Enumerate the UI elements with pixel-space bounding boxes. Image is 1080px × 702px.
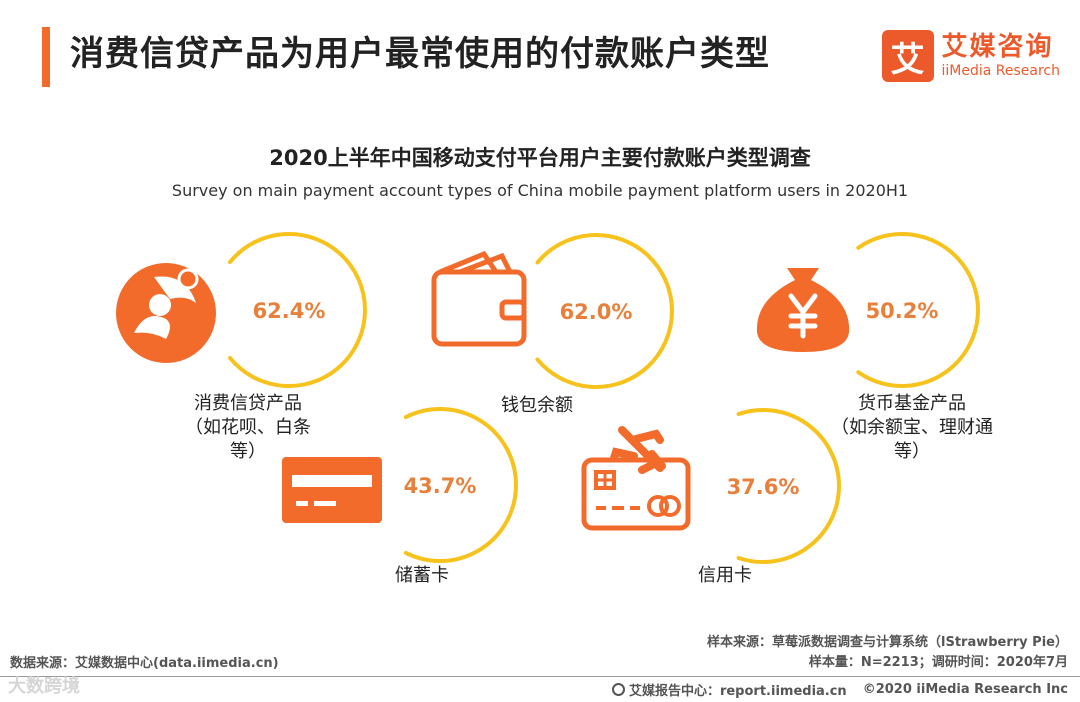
globe-icon bbox=[611, 683, 625, 696]
footer-divider bbox=[0, 676, 1080, 677]
wallet-icon bbox=[431, 250, 527, 347]
debit-card-icon bbox=[282, 457, 382, 523]
category-label-money-fund: 货币基金产品 （如余额宝、理财通 等） bbox=[831, 393, 993, 462]
chart-item-1: 62.0% bbox=[431, 233, 674, 389]
value-label: 37.6% bbox=[727, 475, 800, 499]
logo-en-text: iiMedia Research bbox=[941, 63, 1061, 79]
watermark: 大数跨境 bbox=[8, 676, 80, 697]
value-label: 50.2% bbox=[866, 299, 939, 323]
chart-item-4: 37.6% bbox=[581, 408, 841, 564]
footer-bottom: 艾媒报告中心：report.iimedia.cn ©2020 iiMedia R… bbox=[611, 680, 1068, 699]
money-bag-icon bbox=[756, 268, 850, 352]
page-title: 消费信贷产品为用户最常使用的付款账户类型 bbox=[70, 34, 770, 74]
data-source: 数据来源：艾媒数据中心(data.iimedia.cn) bbox=[10, 656, 279, 671]
value-ring bbox=[736, 408, 841, 564]
report-center-link[interactable]: 艾媒报告中心：report.iimedia.cn bbox=[628, 684, 847, 699]
sample-size: 样本量：N=2213；调研时间：2020年7月 bbox=[808, 655, 1068, 670]
value-ring bbox=[856, 232, 980, 388]
consumer-credit-icon bbox=[116, 263, 216, 363]
value-label: 43.7% bbox=[404, 474, 477, 498]
category-label-consumer-credit: 消费信贷产品 （如花呗、白条 等） bbox=[185, 393, 311, 462]
sample-info: 样本来源：草莓派数据调查与计算系统（lStrawberry Pie） 样本量：N… bbox=[707, 633, 1068, 673]
value-ring bbox=[535, 233, 674, 389]
value-ring bbox=[403, 407, 518, 563]
value-label: 62.0% bbox=[560, 300, 633, 324]
category-label-credit-card: 信用卡 bbox=[698, 565, 752, 586]
credit-card-icon bbox=[581, 426, 691, 531]
category-label-debit-card: 储蓄卡 bbox=[395, 565, 449, 586]
chart-title: 2020上半年中国移动支付平台用户主要付款账户类型调查 bbox=[269, 146, 811, 170]
value-label: 62.4% bbox=[253, 299, 326, 323]
logo-mark: 艾 bbox=[881, 30, 934, 82]
category-label-wallet: 钱包余额 bbox=[501, 395, 573, 416]
value-ring bbox=[228, 232, 367, 388]
chart-subtitle: Survey on main payment account types of … bbox=[171, 181, 909, 200]
chart-item-0: 62.4% bbox=[116, 232, 367, 388]
sample-source: 样本来源：草莓派数据调查与计算系统（lStrawberry Pie） bbox=[707, 635, 1068, 650]
copyright: ©2020 iiMedia Research Inc bbox=[862, 682, 1068, 697]
title-accent-bar bbox=[42, 27, 50, 87]
iimedia-logo: 艾 艾媒咨询 iiMedia Research bbox=[881, 30, 1061, 82]
logo-cn-text: 艾媒咨询 bbox=[941, 32, 1054, 62]
chart-item-2: 50.2% bbox=[756, 232, 980, 388]
chart-item-3: 43.7% bbox=[282, 407, 518, 563]
